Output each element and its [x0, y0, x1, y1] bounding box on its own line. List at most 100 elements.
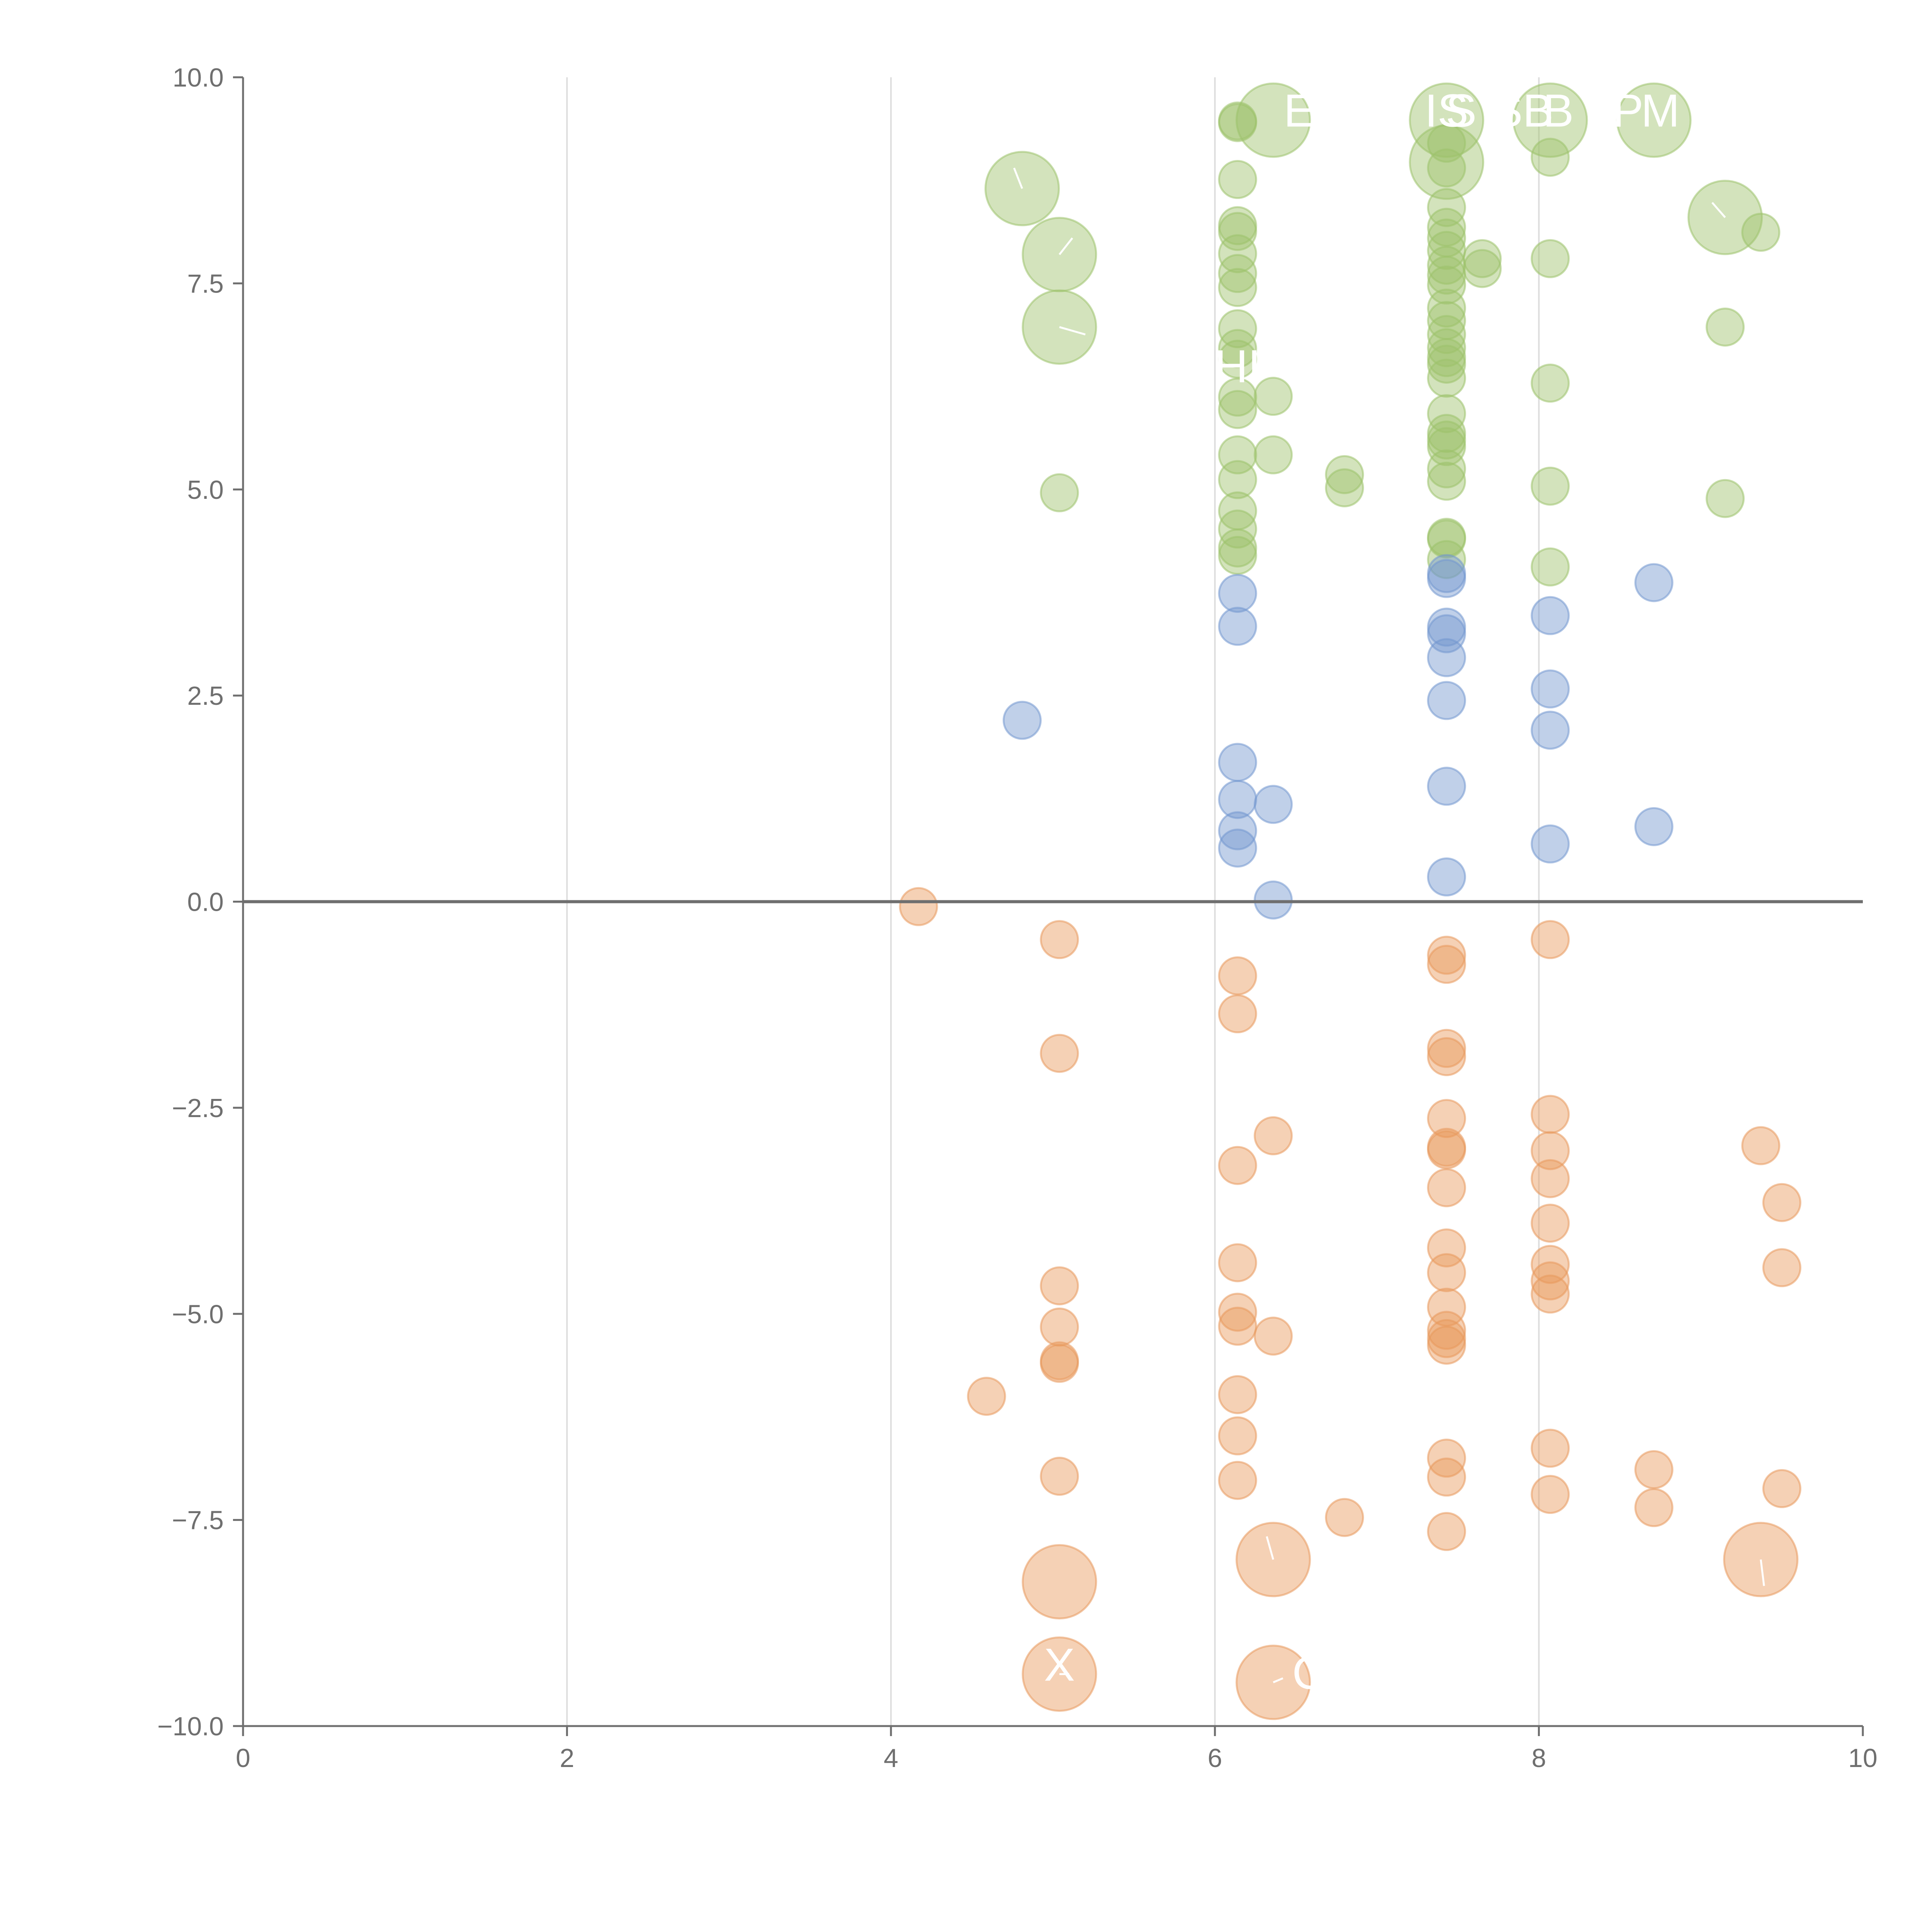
leader-line: [1273, 1677, 1284, 1684]
bubble-green: [1218, 212, 1257, 251]
bubble-green: [1427, 328, 1466, 367]
bubble-green: [1218, 329, 1257, 368]
bubble-blue: [1427, 767, 1466, 806]
bubble-green: [1531, 466, 1570, 506]
bubble-green: [1427, 315, 1466, 354]
bubble-blue: [1634, 807, 1673, 846]
bubble-green: [1218, 160, 1257, 199]
y-tick-label: 10.0: [173, 63, 224, 92]
bubble-orange: [899, 887, 938, 926]
bubble-orange: [1040, 1307, 1079, 1347]
bubble-orange: [1040, 1266, 1079, 1306]
bubble-orange: [1531, 1245, 1570, 1284]
bubble-orange: [1531, 920, 1570, 959]
bubble-orange: [1218, 956, 1257, 996]
bubble-green: [1531, 547, 1570, 587]
bubble-blue: [1531, 711, 1570, 750]
bubble-blue: [1427, 638, 1466, 677]
bubble-blue: [1427, 857, 1466, 896]
bubble-green: [1706, 307, 1745, 347]
bubble-green: [1325, 455, 1364, 494]
bubble-blue: [1427, 614, 1466, 653]
bubble-orange: [1235, 1522, 1311, 1597]
bubble-green: [1427, 427, 1466, 466]
bubble-orange: [1634, 1450, 1673, 1489]
bubble-blue: [1427, 681, 1466, 720]
leader-line: [1265, 1536, 1274, 1560]
bubble-green: [1427, 344, 1466, 384]
bubble-orange: [1427, 1130, 1466, 1170]
bubble-green: [1218, 460, 1257, 499]
y-tick-label: 5.0: [187, 475, 224, 505]
bubble-green: [1531, 364, 1570, 403]
bubble-orange: [1022, 1544, 1097, 1620]
bubble-orange: [1427, 1325, 1466, 1365]
bubble-blue: [1218, 574, 1257, 613]
bubble-green: [1218, 268, 1257, 307]
bubble-label: SB: [1492, 85, 1554, 137]
bubble-green: [1325, 468, 1364, 507]
bubble-orange: [1218, 1243, 1257, 1282]
bubble-green: [1531, 239, 1570, 278]
y-tick-label: −10.0: [157, 1712, 224, 1741]
bubble-orange: [1427, 1029, 1466, 1068]
y-tick-label: 7.5: [187, 269, 224, 298]
bubble-green: [1218, 378, 1257, 417]
bubble-green: [1253, 377, 1293, 416]
bubble-orange: [1218, 1416, 1257, 1456]
bubble-label: C: [1292, 1647, 1326, 1699]
bubble-orange: [1218, 994, 1257, 1034]
bubble-blue: [1634, 563, 1673, 602]
leader-lines: [1013, 167, 1765, 1684]
y-tick-label: −5.0: [172, 1299, 224, 1329]
bubble-orange: [1741, 1126, 1781, 1165]
x-tick-label: 2: [560, 1743, 574, 1773]
bubble-green: [1218, 234, 1257, 274]
bubble-green: [1512, 82, 1588, 158]
bubble-orange: [1325, 1498, 1364, 1537]
y-tick-label: 2.5: [187, 681, 224, 711]
bubble-orange: [1531, 1204, 1570, 1243]
x-tick-label: 0: [236, 1743, 250, 1773]
bubble-blue: [1253, 785, 1293, 824]
bubble-green: [1706, 479, 1745, 518]
bubble-orange: [967, 1377, 1006, 1416]
bubble-orange: [1040, 1344, 1079, 1383]
bubble-green: [1218, 390, 1257, 429]
bubble-orange: [1762, 1469, 1801, 1509]
bubble-orange: [1427, 1311, 1466, 1350]
bubble-blue: [1427, 559, 1466, 598]
y-tick-label: −7.5: [172, 1506, 224, 1535]
bubble-label: X: [1044, 1639, 1075, 1690]
bubble-green: [1427, 188, 1466, 227]
bubble-green: [1463, 249, 1502, 288]
bubble-label: B: [1543, 85, 1574, 137]
bubble-green: [1531, 138, 1570, 177]
bubble-blue: [1218, 811, 1257, 850]
bubble-orange: [1427, 1458, 1466, 1497]
bubble-orange: [1427, 945, 1466, 984]
bubble-label: M: [1641, 85, 1680, 137]
bubble-label: IS: [1425, 85, 1468, 137]
bubble-blue: [1531, 824, 1570, 864]
bubble-green: [1218, 254, 1257, 293]
bubble-orange: [1253, 1116, 1293, 1155]
x-tick-label: 10: [1848, 1743, 1878, 1773]
bubble-orange: [1531, 1475, 1570, 1514]
bubble-green: [1235, 82, 1311, 158]
bubble-green: [1427, 519, 1466, 559]
bubble-orange: [1762, 1248, 1801, 1287]
bubble-orange: [1427, 1253, 1466, 1293]
bubble-orange: [1427, 935, 1466, 975]
bubble-orange: [1218, 1306, 1257, 1346]
bubble-orange: [1040, 1457, 1079, 1496]
bubble-blue: [1218, 607, 1257, 646]
bubble-green: [1427, 148, 1466, 188]
bubble-orange: [1531, 1261, 1570, 1301]
bubbles: [899, 82, 1801, 1720]
bubble-labels: E ISS SBB PM HI · X C: [1044, 85, 1680, 1699]
bubble-blue: [1531, 669, 1570, 709]
y-tick-label: −2.5: [172, 1094, 224, 1123]
x-tick-label: 8: [1532, 1743, 1546, 1773]
